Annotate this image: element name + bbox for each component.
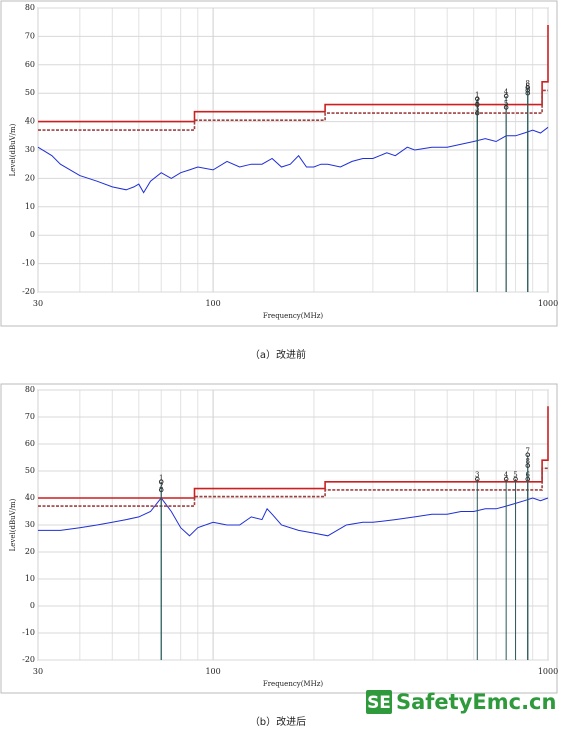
chart: -20 -10 0 10 20 30 40 50 60 70 80 30 100 1000 Frequenc… [0,383,558,728]
y-tick-label: 70 [25,31,35,40]
series-line [38,497,549,537]
caption: （a）改进前 [250,348,306,361]
x-tick-label: 100 [205,667,220,676]
y-tick-label: -20 [22,287,35,296]
y-tick-label: 70 [25,412,35,421]
y-tick-label: 80 [25,385,35,394]
y-tick-label: 30 [25,520,35,529]
series-line [38,25,549,123]
x-tick-label: 30 [33,299,43,308]
marker-label: 1 [159,474,163,482]
marker [525,463,531,468]
marker-label: 3 [475,471,479,479]
marker-label: 2 [475,97,479,105]
x-tick-label: 1000 [538,667,558,676]
logo: SE [367,693,391,713]
y-tick-label: 10 [25,202,35,211]
y-tick-label: 20 [25,547,35,556]
marker-label: 1 [475,91,479,99]
y-tick-label: -10 [22,628,35,637]
x-tick-label: 100 [205,299,220,308]
y-tick-label: 40 [25,117,35,126]
chart: -20 -10 0 10 20 30 40 50 60 70 80 30 100 1000 Frequenc… [0,0,558,361]
marker [158,479,164,485]
x-tick-label: 30 [33,667,43,676]
marker-label: 4 [504,88,509,96]
marker [525,85,531,90]
y-axis-label: Level(dBuV/m) [9,123,17,176]
marker-label: 6 [526,82,531,90]
y-tick-label: 50 [25,466,35,475]
marker [158,487,164,493]
x-tick-label: 1000 [538,299,558,308]
y-tick-label: 80 [25,3,35,12]
y-tick-label: 40 [25,493,35,502]
marker [503,476,509,482]
marker-label: 8 [526,80,530,88]
marker-label: 8 [526,458,530,466]
series-line [38,89,548,131]
y-tick-label: 0 [30,601,35,610]
marker-label: 5 [504,99,508,107]
y-tick-label: 50 [25,88,35,97]
marker-label: 3 [475,105,479,113]
watermark: SafetyEmc.cn [396,690,556,714]
marker [474,476,480,482]
y-tick-label: 0 [30,230,35,239]
y-tick-label: 60 [25,60,35,69]
marker-label: 4 [504,471,509,479]
marker [503,93,509,99]
marker [503,105,509,110]
logo-box [366,690,392,714]
series-line [38,467,548,507]
series-line [38,406,549,499]
marker-label: 5 [513,471,517,479]
marker [474,96,480,102]
y-tick-label: 20 [25,173,35,182]
x-axis-label: Frequency(MHz) [263,680,324,688]
marker-label: 7 [526,447,530,455]
marker [513,476,518,482]
x-axis-label: Frequency(MHz) [263,312,324,320]
y-tick-label: 60 [25,439,35,448]
marker [474,102,480,107]
marker [474,110,480,116]
y-tick-label: -10 [22,259,35,268]
caption: （b）改进后 [250,715,306,728]
y-tick-label: -20 [22,655,35,664]
y-axis-label: Level(dBuV/m) [9,498,17,551]
y-tick-label: 10 [25,574,35,583]
y-tick-label: 30 [25,145,35,154]
marker [525,452,531,458]
series-line [37,126,549,194]
marker-label: 2 [159,482,163,490]
